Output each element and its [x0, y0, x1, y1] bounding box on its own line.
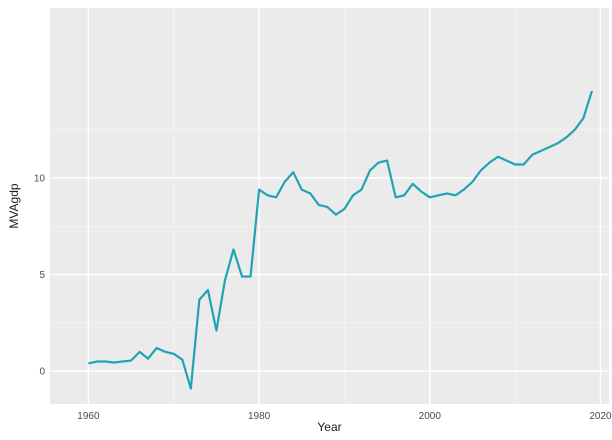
y-tick-label: 0: [39, 367, 45, 378]
major-gridlines: [50, 8, 609, 404]
y-tick-label: 5: [39, 270, 45, 281]
x-axis-label: Year: [317, 420, 341, 434]
x-tick-label: 1980: [248, 411, 271, 422]
y-axis-label: MVAgdp: [7, 183, 21, 228]
y-tick-labels: 0 5 10: [34, 173, 46, 377]
x-tick-labels: 1960 1980 2000 2020: [77, 411, 612, 422]
series-line: [88, 90, 593, 390]
x-tick-label: 1960: [77, 411, 100, 422]
x-tick-label: 2020: [589, 411, 612, 422]
minor-gridlines: [50, 8, 609, 404]
plot-panel: [50, 8, 609, 404]
x-tick-label: 2000: [419, 411, 442, 422]
y-tick-label: 10: [34, 173, 46, 184]
